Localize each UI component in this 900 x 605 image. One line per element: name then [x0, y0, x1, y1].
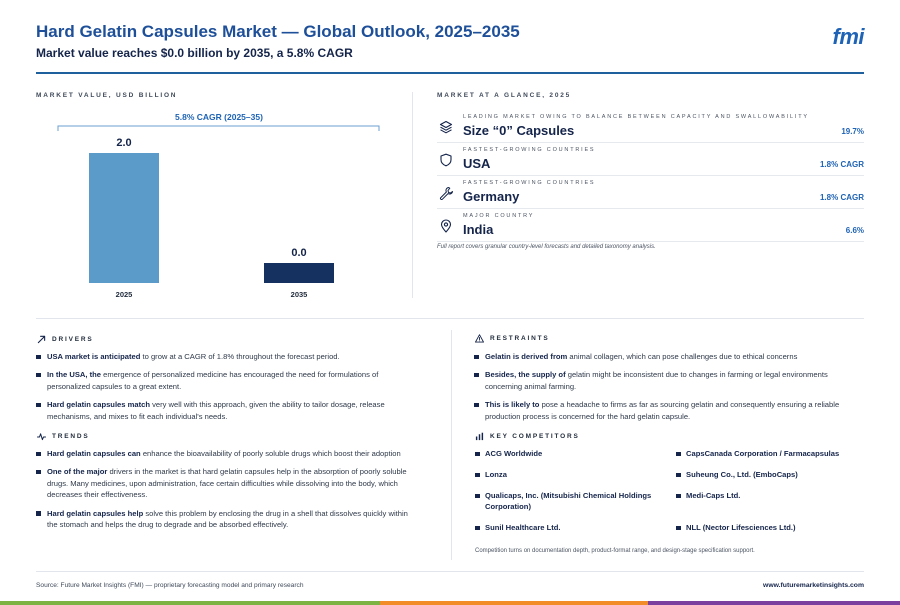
shield-icon	[440, 153, 452, 167]
page-subtitle: Market value reaches $0.0 billion by 203…	[36, 46, 353, 60]
bar-value-label: 2.0	[116, 137, 131, 149]
x-tick-label: 2025	[116, 290, 133, 299]
glance-value: 1.8% CAGR	[819, 160, 864, 169]
drivers-heading: DRIVERS	[37, 335, 94, 344]
restraints-heading: RESTRAINTS	[475, 334, 550, 343]
competitor-item: Medi-Caps Ltd.	[676, 490, 866, 501]
glance-value: 6.6%	[845, 226, 864, 235]
competitor-item: Suheung Co., Ltd. (EmboCaps)	[676, 469, 866, 480]
competitor-item: Lonza	[475, 469, 665, 480]
column-divider	[451, 330, 452, 560]
trends-heading-text: TRENDS	[52, 433, 90, 440]
footer-stripe-green	[0, 601, 380, 605]
footer-stripe-purple	[648, 601, 900, 605]
glance-kicker: FASTEST-GROWING COUNTRIES	[463, 147, 596, 153]
list-item: This is likely to pose a headache to fir…	[474, 399, 866, 422]
section-divider	[412, 92, 413, 298]
list-item: Hard gelatin capsules can enhance the bi…	[36, 448, 416, 459]
footer-rule	[36, 571, 864, 572]
glance-kicker: FASTEST-GROWING COUNTRIES	[463, 180, 596, 186]
footer-stripe-orange	[380, 601, 648, 605]
glance-item-germany: FASTEST-GROWING COUNTRIES Germany 1.8% C…	[437, 176, 864, 209]
glance-name: Size “0” Capsules	[463, 123, 575, 138]
list-item: Besides, the supply of gelatin might be …	[474, 369, 866, 392]
glance-kicker: MAJOR COUNTRY	[463, 213, 535, 219]
competitor-item: NLL (Nector Lifesciences Ltd.)	[676, 522, 866, 533]
page-title: Hard Gelatin Capsules Market — Global Ou…	[36, 22, 520, 41]
location-pin-icon	[440, 219, 452, 233]
trends-heading: TRENDS	[37, 432, 90, 441]
glance-item-india: MAJOR COUNTRY India 6.6%	[437, 209, 864, 242]
list-item: Gelatin is derived from animal collagen,…	[474, 351, 866, 362]
market-value-label: MARKET VALUE, USD BILLION	[36, 92, 178, 99]
restraints-list: Gelatin is derived from animal collagen,…	[474, 351, 866, 429]
warning-icon	[475, 334, 484, 343]
website-link[interactable]: www.futuremarketinsights.com	[763, 582, 864, 589]
bar-value-label: 0.0	[291, 247, 306, 259]
x-tick-label: 2035	[291, 290, 308, 299]
competitor-item: CapsCanada Corporation / Farmacapsulas	[676, 448, 866, 459]
trends-list: Hard gelatin capsules can enhance the bi…	[36, 448, 416, 537]
glance-kicker: LEADING MARKET OWING TO BALANCE BETWEEN …	[463, 114, 809, 120]
bar-chart-icon	[475, 432, 484, 441]
glance-value: 19.7%	[841, 127, 864, 136]
drivers-heading-text: DRIVERS	[52, 336, 94, 343]
list-item: Hard gelatin capsules match very well wi…	[36, 399, 416, 422]
header-rule	[36, 72, 864, 74]
wrench-icon	[439, 187, 453, 200]
cagr-label: 5.8% CAGR (2025–35)	[175, 112, 263, 122]
list-item: USA market is anticipated to grow at a C…	[36, 351, 416, 362]
drivers-list: USA market is anticipated to grow at a C…	[36, 351, 416, 429]
glance-note: Full report covers granular country-leve…	[437, 244, 656, 250]
cagr-bracket	[57, 125, 380, 131]
pulse-icon	[37, 433, 46, 441]
section-rule	[36, 318, 864, 319]
bar-chart-svg: 5.8% CAGR (2025–35) 2.0 2025 0.0 2035	[57, 112, 380, 299]
competitor-item: ACG Worldwide	[475, 448, 665, 459]
market-at-a-glance-label: MARKET AT A GLANCE, 2025	[437, 92, 572, 99]
glance-name: Germany	[463, 189, 520, 204]
trend-up-arrow-icon	[37, 335, 46, 344]
restraints-heading-text: RESTRAINTS	[490, 335, 550, 342]
competitor-item: Sunil Healthcare Ltd.	[475, 522, 665, 533]
fmi-logo[interactable]: fmi	[832, 24, 865, 49]
competitor-item: Qualicaps, Inc. (Mitsubishi Chemical Hol…	[475, 490, 665, 512]
bar-2035	[264, 263, 334, 283]
competitors-heading-text: KEY COMPETITORS	[490, 433, 580, 440]
list-item: In the USA, the emergence of personalize…	[36, 369, 416, 392]
list-item: One of the major drivers in the market i…	[36, 466, 416, 500]
glance-item-size-0: LEADING MARKET OWING TO BALANCE BETWEEN …	[437, 110, 864, 143]
layers-icon	[439, 120, 453, 134]
source-note: Source: Future Market Insights (FMI) — p…	[36, 582, 304, 589]
glance-name: USA	[463, 156, 491, 171]
competitors-heading: KEY COMPETITORS	[475, 432, 580, 441]
market-value-chart: 5.8% CAGR (2025–35) 2.0 2025 0.0 2035	[36, 104, 402, 304]
glance-item-usa: FASTEST-GROWING COUNTRIES USA 1.8% CAGR	[437, 143, 864, 176]
bar-2025	[89, 153, 159, 283]
glance-value: 1.8% CAGR	[819, 193, 864, 202]
competitors-note: Competition turns on documentation depth…	[475, 548, 755, 554]
list-item: Hard gelatin capsules help solve this pr…	[36, 508, 416, 531]
glance-name: India	[463, 222, 494, 237]
